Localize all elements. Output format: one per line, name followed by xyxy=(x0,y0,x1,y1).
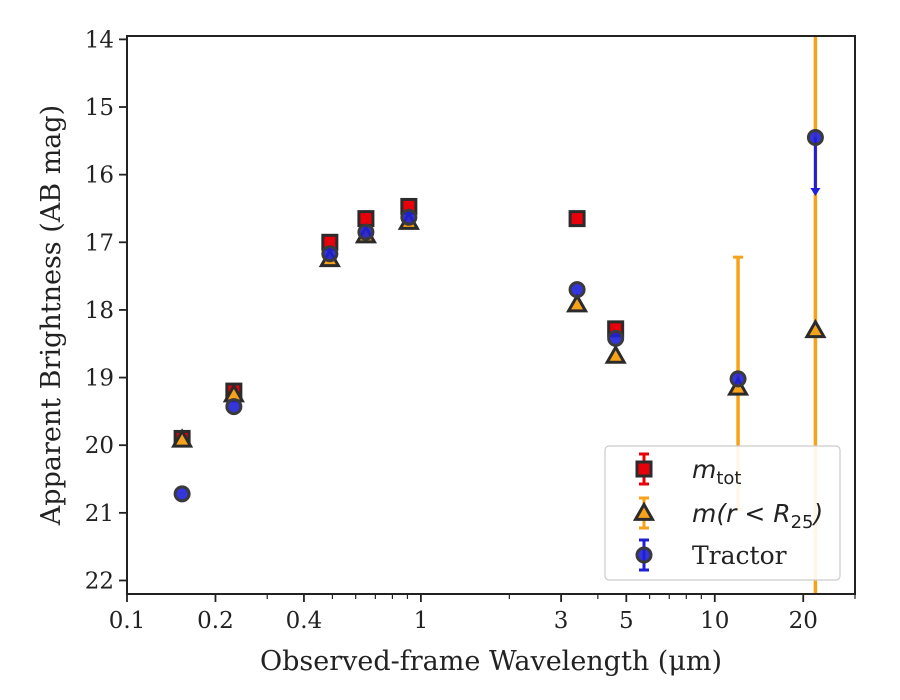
circle-marker xyxy=(400,208,418,226)
circle-marker xyxy=(568,281,586,299)
triangle-marker xyxy=(171,428,194,448)
x-tick-label: 10 xyxy=(700,608,729,634)
x-tick-label: 0.4 xyxy=(286,608,323,634)
x-tick-label: 5 xyxy=(619,608,634,634)
y-tick-label: 15 xyxy=(85,95,114,121)
x-axis-ticks: 0.1 0.2 0.4 1 3 5 10 20 xyxy=(109,594,856,634)
y-tick-label: 19 xyxy=(85,366,114,392)
y-tick-label: 14 xyxy=(85,27,114,53)
circle-marker xyxy=(357,223,375,241)
circle-marker xyxy=(806,128,824,146)
triangle-marker xyxy=(604,344,627,364)
x-tick-label: 3 xyxy=(554,608,569,634)
x-tick-label: 20 xyxy=(789,608,818,634)
legend-label: Tractor xyxy=(692,541,787,570)
circle-marker xyxy=(321,245,339,263)
plot-frame xyxy=(126,35,856,595)
square-marker xyxy=(357,210,375,228)
y-tick-label: 22 xyxy=(85,568,114,594)
legend-label-subscript: 25 xyxy=(791,512,814,533)
y-tick-label: 17 xyxy=(85,230,114,256)
triangle-marker xyxy=(566,292,589,313)
legend-label-subscript: tot xyxy=(716,468,741,489)
legend-label-end: ) xyxy=(812,499,824,528)
circle-marker xyxy=(225,398,243,416)
x-axis-label: Observed-frame Wavelength (μm) xyxy=(260,646,722,677)
y-tick-label: 21 xyxy=(85,501,114,527)
y-axis-label: Apparent Brightness (AB mag) xyxy=(36,105,67,526)
legend-square-marker xyxy=(635,460,653,478)
x-tick-label: 0.1 xyxy=(109,608,146,634)
upper-limit-arrowhead xyxy=(810,187,821,196)
data-markers xyxy=(171,128,827,503)
legend-box xyxy=(604,445,841,581)
x-tick-label: 0.2 xyxy=(197,608,234,634)
circle-marker xyxy=(173,485,191,503)
square-marker xyxy=(568,210,586,228)
y-tick-label: 16 xyxy=(85,163,114,189)
legend-triangle-marker xyxy=(632,501,656,521)
circle-marker xyxy=(607,329,625,347)
y-axis-ticks: 14 15 16 17 18 19 20 21 22 xyxy=(85,27,127,594)
x-tick-label: 1 xyxy=(414,608,429,634)
legend-circle-marker xyxy=(635,546,653,564)
circle-marker xyxy=(729,370,747,388)
triangle-marker xyxy=(804,318,827,339)
y-tick-label: 20 xyxy=(85,433,114,459)
y-tick-label: 18 xyxy=(85,298,114,324)
